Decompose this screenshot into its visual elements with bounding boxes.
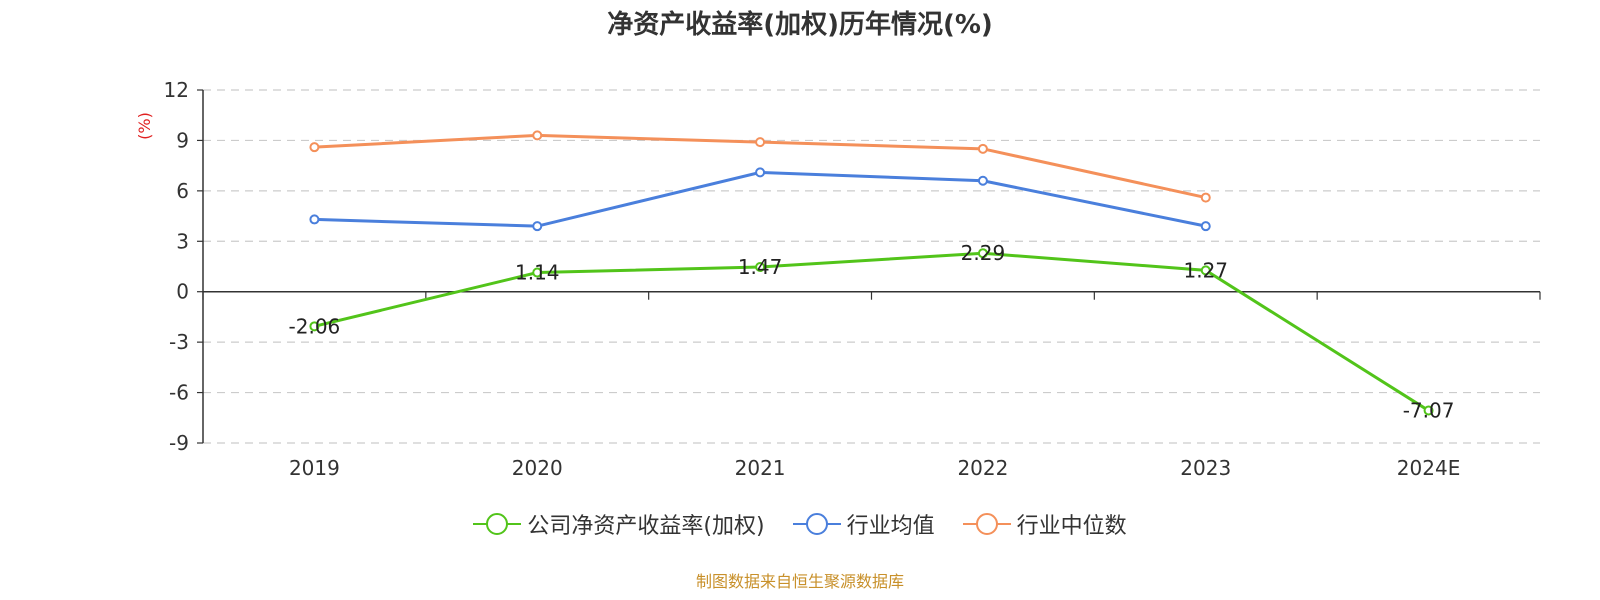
data-point — [1423, 405, 1434, 416]
data-point — [532, 267, 543, 278]
data-point — [977, 143, 988, 154]
legend-marker-icon — [792, 512, 841, 536]
data-point — [532, 221, 543, 232]
legend-item-company-roe[interactable]: 公司净资产收益率(加权) — [473, 508, 765, 540]
legend-label: 公司净资产收益率(加权) — [527, 514, 765, 539]
data-point — [977, 248, 988, 259]
data-point — [309, 214, 320, 225]
x-tick-label: 2021 — [735, 456, 786, 480]
data-point — [309, 142, 320, 153]
x-tick-label: 2024E — [1397, 456, 1461, 480]
data-point — [755, 167, 766, 178]
series-line — [314, 251, 1430, 412]
data-point — [1200, 221, 1211, 232]
legend-dot — [805, 513, 828, 535]
legend-marker-icon — [962, 512, 1011, 536]
x-tick-label: 2022 — [957, 456, 1008, 480]
y-axis-label: (%) — [135, 112, 154, 140]
legend-marker-icon — [473, 512, 522, 536]
data-label: 2.29 — [961, 241, 1006, 265]
series-line — [314, 170, 1207, 228]
x-tick-label: 2020 — [512, 456, 563, 480]
source-note: 制图数据来自恒生聚源数据库 — [695, 572, 904, 591]
data-label: -2.06 — [289, 314, 341, 338]
chart-title: 净资产收益率(加权)历年情况(%) — [607, 10, 993, 40]
y-tick-label: -9 — [169, 431, 189, 455]
data-point — [1200, 192, 1211, 203]
y-tick-label: 9 — [176, 128, 189, 152]
y-tick-label: 6 — [176, 179, 189, 203]
y-tick-label: -6 — [169, 381, 189, 405]
data-point — [309, 321, 320, 332]
legend-label: 行业中位数 — [1016, 514, 1127, 539]
legend-label: 行业均值 — [846, 514, 935, 539]
y-tick-label: 0 — [176, 280, 189, 304]
legend-item-industry-mean[interactable]: 行业均值 — [792, 508, 935, 540]
data-label: 1.47 — [738, 255, 783, 279]
y-tick-label: 3 — [176, 229, 189, 253]
legend-dot — [975, 513, 998, 535]
data-point — [977, 175, 988, 186]
data-label: 1.27 — [1183, 258, 1228, 282]
line-chart: 12 9 6 3 0 -3 -6 -9 (%) 2019 2020 2021 2022 2023 2024E… — [135, 78, 1541, 480]
data-point — [755, 137, 766, 148]
y-tick-label: 12 — [164, 78, 189, 102]
data-label: -7.07 — [1403, 399, 1455, 423]
data-point — [755, 262, 766, 273]
data-point — [532, 130, 543, 141]
legend-item-industry-median[interactable]: 行业中位数 — [962, 508, 1127, 540]
legend: 公司净资产收益率(加权) 行业均值 行业中位数 — [0, 508, 1600, 540]
x-tick-label: 2023 — [1180, 456, 1231, 480]
data-label: 1.14 — [515, 261, 560, 285]
data-point — [1200, 265, 1211, 276]
legend-dot — [486, 513, 509, 535]
x-tick-label: 2019 — [289, 456, 340, 480]
y-tick-label: -3 — [169, 330, 189, 354]
